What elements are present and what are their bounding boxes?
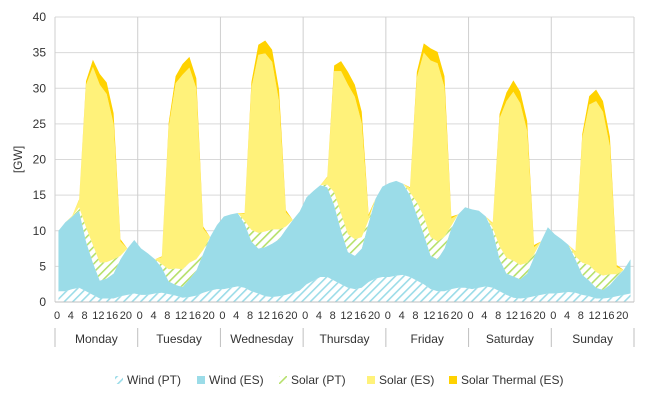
legend-swatch <box>279 376 287 384</box>
area-series-0 <box>58 274 631 302</box>
y-tick-label: 0 <box>39 295 46 309</box>
hour-tick-label: 16 <box>437 310 449 322</box>
legend-label: Solar Thermal (ES) <box>461 373 563 387</box>
hour-tick-label: 20 <box>285 310 297 322</box>
area-series-2 <box>58 180 631 290</box>
hour-tick-label: 4 <box>481 310 487 322</box>
day-label: Thursday <box>319 332 369 346</box>
hour-tick-label: 12 <box>340 310 352 322</box>
hour-tick-label: 20 <box>203 310 215 322</box>
hour-tick-label: 4 <box>68 310 74 322</box>
hour-tick-label: 8 <box>164 310 170 322</box>
day-label: Tuesday <box>156 332 202 346</box>
y-tick-label: 35 <box>33 46 47 60</box>
legend: Wind (PT) Wind (ES) Solar (PT) Solar (ES) So… <box>115 373 563 387</box>
day-label: Sunday <box>572 332 613 346</box>
y-tick-label: 25 <box>33 117 47 131</box>
hour-tick-label: 4 <box>316 310 322 322</box>
hour-tick-label: 16 <box>106 310 118 322</box>
area-series-3 <box>58 52 631 276</box>
hour-tick-label: 0 <box>550 310 556 322</box>
legend-item: Wind (ES) <box>197 373 264 387</box>
legend-swatch <box>197 376 205 384</box>
legend-item: Solar (ES) <box>367 373 434 387</box>
hour-tick-label: 8 <box>412 310 418 322</box>
legend-swatch <box>115 376 123 384</box>
hour-tick-label: 0 <box>302 310 308 322</box>
legend-item: Wind (PT) <box>115 373 181 387</box>
hour-tick-label: 8 <box>247 310 253 322</box>
hour-tick-label: 20 <box>120 310 132 322</box>
hour-tick-label: 4 <box>233 310 239 322</box>
plot-area <box>58 40 631 302</box>
hour-tick-label: 20 <box>451 310 463 322</box>
hour-tick-label: 12 <box>258 310 270 322</box>
legend-item: Solar Thermal (ES) <box>449 373 563 387</box>
day-label: Saturday <box>486 332 534 346</box>
hour-tick-label: 8 <box>82 310 88 322</box>
legend-swatch <box>449 376 457 384</box>
hour-tick-label: 12 <box>589 310 601 322</box>
legend-label: Wind (ES) <box>209 373 264 387</box>
hour-tick-label: 16 <box>354 310 366 322</box>
area-series-1 <box>58 180 631 299</box>
y-tick-label: 15 <box>33 188 47 202</box>
hour-tick-label: 8 <box>330 310 336 322</box>
y-axis-title: [GW] <box>11 146 25 173</box>
hour-tick-label: 0 <box>219 310 225 322</box>
hour-tick-label: 16 <box>520 310 532 322</box>
hour-tick-label: 4 <box>399 310 405 322</box>
hour-tick-label: 4 <box>150 310 156 322</box>
hour-tick-label: 4 <box>564 310 570 322</box>
y-tick-label: 10 <box>33 224 47 238</box>
day-label: Monday <box>75 332 118 346</box>
day-label: Friday <box>411 332 444 346</box>
hour-tick-label: 20 <box>533 310 545 322</box>
hour-tick-label: 12 <box>175 310 187 322</box>
legend-label: Solar (PT) <box>291 373 346 387</box>
y-tick-label: 40 <box>33 10 47 24</box>
legend-item: Solar (PT) <box>279 373 346 387</box>
hour-tick-label: 12 <box>92 310 104 322</box>
hour-tick-label: 20 <box>368 310 380 322</box>
hour-tick-label: 0 <box>385 310 391 322</box>
hour-tick-label: 12 <box>423 310 435 322</box>
hour-tick-label: 8 <box>495 310 501 322</box>
legend-swatch <box>367 376 375 384</box>
hour-tick-label: 0 <box>137 310 143 322</box>
y-tick-label: 20 <box>33 153 47 167</box>
y-tick-label: 30 <box>33 81 47 95</box>
day-label: Wednesday <box>230 332 293 346</box>
hour-tick-label: 0 <box>468 310 474 322</box>
hour-tick-label: 16 <box>602 310 614 322</box>
hour-tick-label: 0 <box>54 310 60 322</box>
y-tick-label: 5 <box>39 259 46 273</box>
hour-tick-label: 12 <box>506 310 518 322</box>
legend-label: Wind (PT) <box>127 373 181 387</box>
hour-tick-label: 20 <box>616 310 628 322</box>
legend-label: Solar (ES) <box>379 373 434 387</box>
hour-tick-label: 16 <box>271 310 283 322</box>
hour-tick-label: 8 <box>578 310 584 322</box>
hour-tick-label: 16 <box>189 310 201 322</box>
